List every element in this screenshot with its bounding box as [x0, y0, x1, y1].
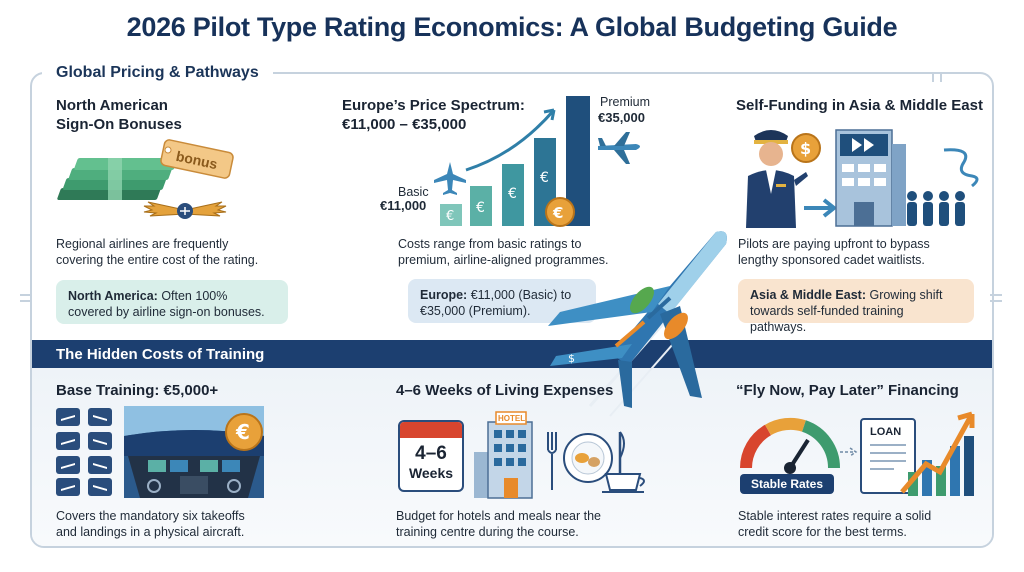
euro-coin-icon: € [225, 413, 263, 451]
building-icon [804, 129, 906, 227]
svg-text:€: € [446, 209, 454, 224]
financing-text: Stable interest rates require a solid cr… [738, 508, 931, 540]
dollar-coin-icon: $ [791, 133, 821, 163]
eu-premium-label: Premium [600, 95, 651, 109]
asia-note: Asia & Middle East: Growing shift toward… [738, 279, 974, 334]
asia-note-rest: Growing shift [866, 288, 943, 302]
svg-text:$: $ [568, 352, 575, 365]
frame-tick [20, 300, 32, 302]
eu-basic-label: Basic [398, 185, 429, 199]
asia-note-bold: Asia & Middle East: [750, 288, 866, 302]
financing-text-line2: credit score for the best terms. [738, 525, 907, 539]
living-text-line1: Budget for hotels and meals near the [396, 509, 601, 523]
eu-text: Costs range from basic ratings to premiu… [398, 236, 609, 268]
frame-tick [932, 72, 934, 82]
base-heading: Base Training: €5,000+ [56, 382, 219, 399]
na-heading: North American Sign-On Bonuses [56, 96, 182, 134]
eu-heading-line1: Europe’s Price Spectrum: [342, 97, 525, 114]
na-text-line1: Regional airlines are frequently [56, 237, 229, 251]
asia-text-line2: lengthy sponsored cadet waitlists. [738, 253, 925, 267]
base-text: Covers the mandatory six takeoffs and la… [56, 508, 245, 540]
calendar-header [400, 422, 462, 438]
na-heading-line2: Sign-On Bonuses [56, 116, 182, 133]
hotel-icon: HOTEL [474, 411, 533, 499]
svg-text:€: € [476, 200, 485, 216]
asia-heading: Self-Funding in Asia & Middle East [736, 97, 983, 114]
base-text-line2: and landings in a physical aircraft. [56, 525, 245, 539]
hotel-sign: HOTEL [498, 414, 525, 423]
svg-text:€: € [508, 186, 517, 202]
arrow-icon [840, 447, 858, 457]
pilot-wings-icon [143, 201, 227, 219]
eu-heading-line2: €11,000 – €35,000 [342, 116, 467, 133]
calendar-range: 4–6 [415, 443, 447, 464]
eu-note-rest: €11,000 (Basic) to [467, 288, 572, 302]
eu-text-line1: Costs range from basic ratings to [398, 237, 582, 251]
calendar-unit: Weeks [408, 465, 454, 481]
airplane-icon [598, 132, 640, 164]
stable-rates-badge: Stable Rates [740, 474, 834, 494]
financing-heading: “Fly Now, Pay Later” Financing [736, 382, 959, 399]
meal-icon [547, 431, 645, 493]
gauge-icon [740, 417, 841, 474]
pilot-icon [746, 130, 808, 228]
svg-text:€: € [540, 170, 549, 186]
queue-icon [907, 148, 979, 226]
na-note-bold: North America: [68, 289, 158, 303]
eu-premium-value: €35,000 [598, 110, 645, 125]
content-frame [30, 72, 994, 548]
living-text: Budget for hotels and meals near the tra… [396, 508, 601, 540]
money-stack-icon: bonus [57, 139, 234, 200]
jet-icon: € $ [548, 231, 727, 417]
financing-text-line1: Stable interest rates require a solid [738, 509, 932, 523]
na-note-rest: Often 100% [157, 289, 228, 303]
svg-text:€: € [564, 323, 572, 337]
growth-chart-icon [900, 411, 975, 496]
bar-chart-icon: € € € € € [440, 96, 590, 227]
living-heading: 4–6 Weeks of Living Expenses [396, 382, 614, 399]
na-heading-line1: North American [56, 97, 168, 114]
na-note: North America: Often 100% covered by air… [56, 280, 288, 324]
living-text-line2: training centre during the course. [396, 525, 579, 539]
runway-icon [56, 408, 112, 496]
eu-heading: Europe’s Price Spectrum: €11,000 – €35,0… [342, 96, 525, 134]
eu-note-line2: €35,000 (Premium). [420, 304, 531, 318]
section-band [32, 340, 992, 368]
eu-basic-value: €11,000 [380, 198, 427, 213]
loan-document-icon: LOAN [860, 418, 916, 494]
na-text: Regional airlines are frequently coverin… [56, 236, 258, 268]
calendar-icon: 4–6 Weeks [398, 420, 464, 492]
na-text-line2: covering the entire cost of the rating. [56, 253, 259, 267]
eu-text-line2: premium, airline-aligned programmes. [398, 253, 609, 267]
frame-tick [20, 294, 32, 296]
base-text-line1: Covers the mandatory six takeoffs [56, 509, 245, 523]
loan-label: LOAN [870, 426, 902, 438]
frame-tick [940, 72, 942, 82]
page-title: 2026 Pilot Type Rating Economics: A Glob… [126, 12, 898, 42]
section-label-hidden-costs: The Hidden Costs of Training [56, 346, 265, 363]
airplane-icon [434, 162, 466, 195]
frame-tick [990, 294, 1002, 296]
asia-text: Pilots are paying upfront to bypass leng… [738, 236, 930, 268]
asia-note-line2: towards self-funded training pathways. [750, 304, 904, 334]
eu-note-bold: Europe: [420, 288, 468, 302]
na-note-line2: covered by airline sign-on bonuses. [68, 305, 265, 319]
svg-text:$: $ [800, 139, 811, 158]
asia-text-line1: Pilots are paying upfront to bypass [738, 237, 930, 251]
svg-text:€: € [552, 204, 563, 222]
svg-text:€: € [235, 420, 250, 444]
frame-tick [990, 300, 1002, 302]
section-label-pricing: Global Pricing & Pathways [42, 64, 273, 82]
